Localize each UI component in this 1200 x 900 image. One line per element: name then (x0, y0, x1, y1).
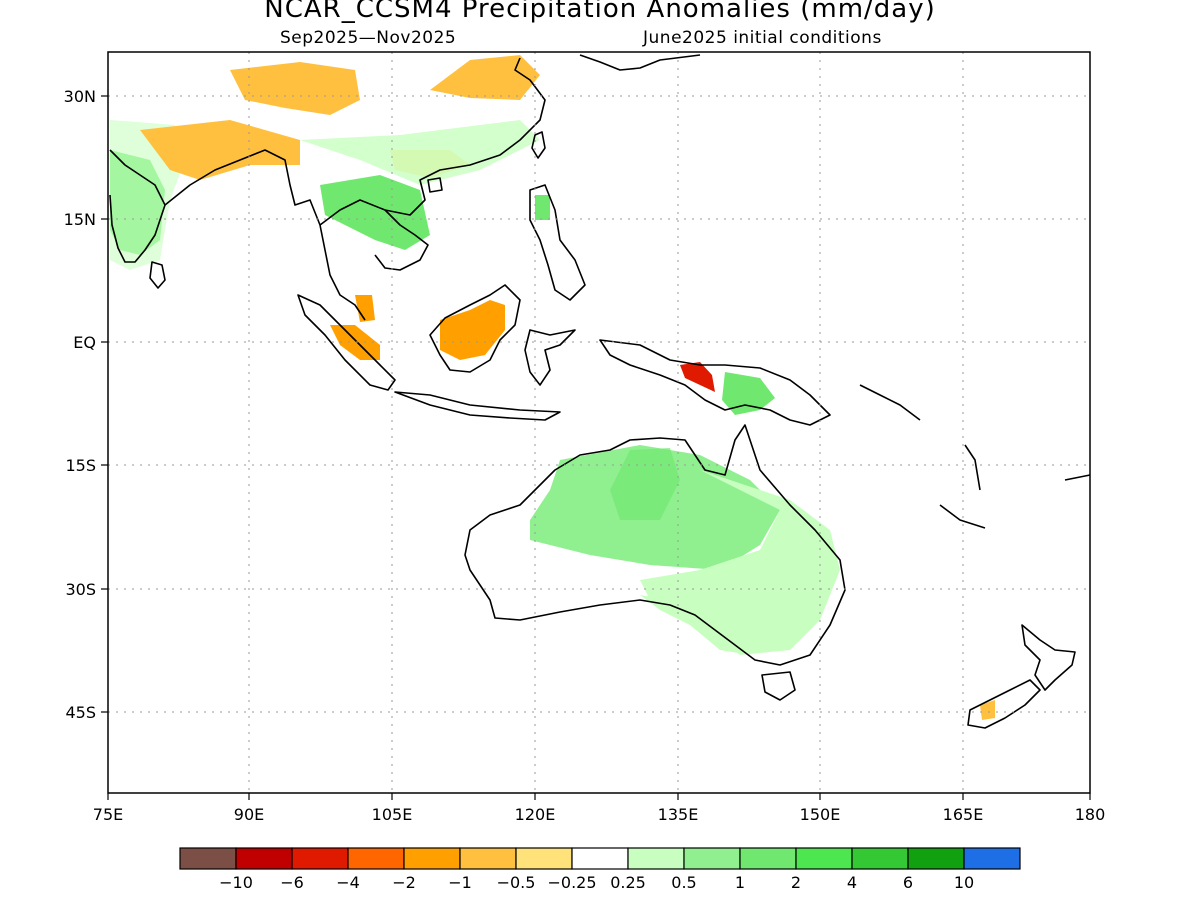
anomaly-fills (110, 55, 995, 720)
coast-java (394, 391, 561, 421)
colorbar-swatch (179, 847, 237, 870)
lon-tick-label: 135E (658, 805, 699, 824)
colorbar-label: 2 (791, 873, 801, 892)
colorbar-swatch (459, 847, 517, 870)
colorbar-label: 6 (903, 873, 913, 892)
coast-newguinea (599, 339, 831, 426)
colorbar-label: −10 (219, 873, 253, 892)
map-frame (107, 51, 1091, 794)
coast-pacific-islands (859, 384, 1091, 529)
anomaly-newguinea-dry (680, 362, 715, 392)
anomaly-newguinea-wet (722, 372, 775, 415)
coast-sulawesi (524, 329, 576, 386)
anomaly-philippines-wet (535, 195, 550, 220)
anomaly-himalaya-dry (140, 120, 300, 180)
lat-tick-label: EQ (73, 333, 96, 352)
colorbar-label: −4 (336, 873, 360, 892)
colorbar-swatch (795, 847, 853, 870)
colorbar-label: −6 (280, 873, 304, 892)
grid-lines (108, 52, 1090, 793)
anomaly-newzealand-dry (980, 700, 995, 720)
coast-south-china (319, 57, 546, 226)
colorbar-swatch (347, 847, 405, 870)
colorbar-swatch (515, 847, 573, 870)
coast-hainan (427, 177, 443, 193)
anomaly-australia-core-wet (610, 448, 680, 520)
season-label: Sep2025—Nov2025 (280, 28, 457, 48)
coast-india (109, 149, 166, 263)
coast-vietnam (374, 209, 429, 271)
colorbar-label: 0.25 (610, 873, 646, 892)
coast-newzealand-south (967, 679, 1041, 729)
colorbar (179, 847, 1021, 870)
colorbar-swatch (235, 847, 293, 870)
lat-tick-marks (101, 95, 108, 713)
lat-tick-label: 30N (64, 87, 96, 106)
anomaly-malaya-dry (355, 295, 375, 322)
anomaly-north-light (300, 120, 540, 185)
coast-tasmania (761, 671, 796, 701)
colorbar-swatch (963, 847, 1021, 870)
colorbar-swatch (571, 847, 629, 870)
colorbar-label: 1 (735, 873, 745, 892)
coast-philippines (529, 184, 586, 301)
coastlines (109, 54, 1091, 729)
coast-sumatra (297, 294, 396, 391)
coast-bay-bengal (164, 149, 366, 321)
lon-tick-label: 75E (93, 805, 123, 824)
lon-tick-label: 105E (372, 805, 413, 824)
colorbar-label: 4 (847, 873, 857, 892)
chart-title: NCAR_CCSM4 Precipitation Anomalies (mm/d… (264, 0, 936, 24)
lat-tick-label: 30S (65, 580, 96, 599)
colorbar-labels: −10 −6 −4 −2 −1 −0.5 −0.25 0.25 0.5 1 2 4 6 10 (219, 873, 974, 892)
colorbar-label: 0.5 (671, 873, 696, 892)
lon-tick-label: 165E (943, 805, 984, 824)
coast-borneo (429, 284, 521, 373)
lat-tick-label: 15S (65, 456, 96, 475)
anomaly-borneo-dry (440, 300, 505, 360)
anomaly-china-dry (430, 55, 540, 100)
coast-australia (464, 424, 846, 666)
colorbar-swatch (907, 847, 965, 870)
coast-japan (579, 54, 701, 71)
colorbar-label: −0.25 (547, 873, 596, 892)
lon-tick-label: 180 (1075, 805, 1106, 824)
anomaly-sumatra-dry (330, 325, 380, 360)
colorbar-label: −0.5 (497, 873, 536, 892)
coast-taiwan (531, 131, 546, 159)
anomaly-australia-south-light (640, 595, 750, 655)
colorbar-swatch (403, 847, 461, 870)
lat-tick-label: 15N (64, 210, 96, 229)
lon-tick-label: 90E (234, 805, 264, 824)
colorbar-label: −1 (448, 873, 472, 892)
anomaly-indochina-wet (320, 175, 430, 250)
lon-tick-marks (107, 793, 1091, 800)
colorbar-swatch (291, 847, 349, 870)
colorbar-swatch (851, 847, 909, 870)
coast-srilanka (149, 261, 166, 289)
lon-tick-label: 150E (800, 805, 841, 824)
lon-tick-label: 120E (515, 805, 556, 824)
initial-conditions-label: June2025 initial conditions (643, 28, 882, 48)
coast-newzealand-north (1021, 624, 1076, 691)
colorbar-swatch (627, 847, 685, 870)
colorbar-swatch (739, 847, 797, 870)
colorbar-label: 10 (954, 873, 974, 892)
colorbar-label: −2 (392, 873, 416, 892)
lat-tick-label: 45S (65, 703, 96, 722)
colorbar-swatch (683, 847, 741, 870)
anomaly-tibet-dry (230, 62, 360, 115)
